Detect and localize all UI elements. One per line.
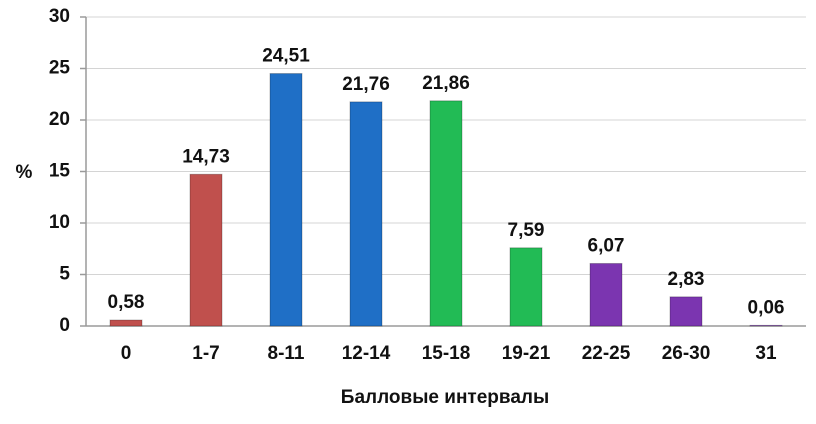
bar	[189, 173, 223, 327]
value-label: 24,51	[262, 46, 310, 67]
value-label: 14,73	[182, 146, 230, 167]
bar	[429, 100, 463, 327]
x-tick-label: 12-14	[342, 343, 391, 364]
value-label: 7,59	[508, 220, 545, 241]
y-axis-title: %	[16, 162, 33, 183]
value-label: 0,06	[748, 297, 785, 318]
y-tick-label: 15	[49, 161, 71, 182]
y-tick-label: 5	[59, 264, 70, 285]
x-tick-label: 22-25	[582, 343, 631, 364]
bar	[349, 101, 383, 327]
x-tick-label: 26-30	[662, 343, 711, 364]
bar	[509, 247, 543, 327]
x-tick-label: 15-18	[422, 343, 471, 364]
bar	[669, 296, 703, 327]
value-label: 6,07	[588, 235, 625, 256]
y-tick-label: 10	[49, 212, 70, 233]
x-tick-label: 19-21	[502, 343, 551, 364]
value-label: 21,76	[342, 74, 390, 95]
y-tick-label: 0	[59, 315, 70, 336]
value-label: 21,86	[422, 73, 470, 94]
x-axis-title: Балловые интервалы	[341, 387, 549, 408]
x-tick-label: 31	[755, 343, 777, 364]
value-label: 2,83	[668, 269, 705, 290]
x-tick-label: 8-11	[268, 343, 305, 364]
x-tick-label: 1-7	[192, 343, 219, 364]
bar	[109, 319, 143, 327]
x-tick-label: 0	[121, 343, 132, 364]
bar	[269, 73, 303, 327]
y-tick-label: 30	[49, 6, 70, 27]
y-tick-label: 25	[49, 58, 71, 79]
value-label: 0,58	[108, 292, 145, 313]
bar	[589, 262, 623, 327]
y-tick-label: 20	[49, 109, 70, 130]
bar	[749, 324, 783, 327]
